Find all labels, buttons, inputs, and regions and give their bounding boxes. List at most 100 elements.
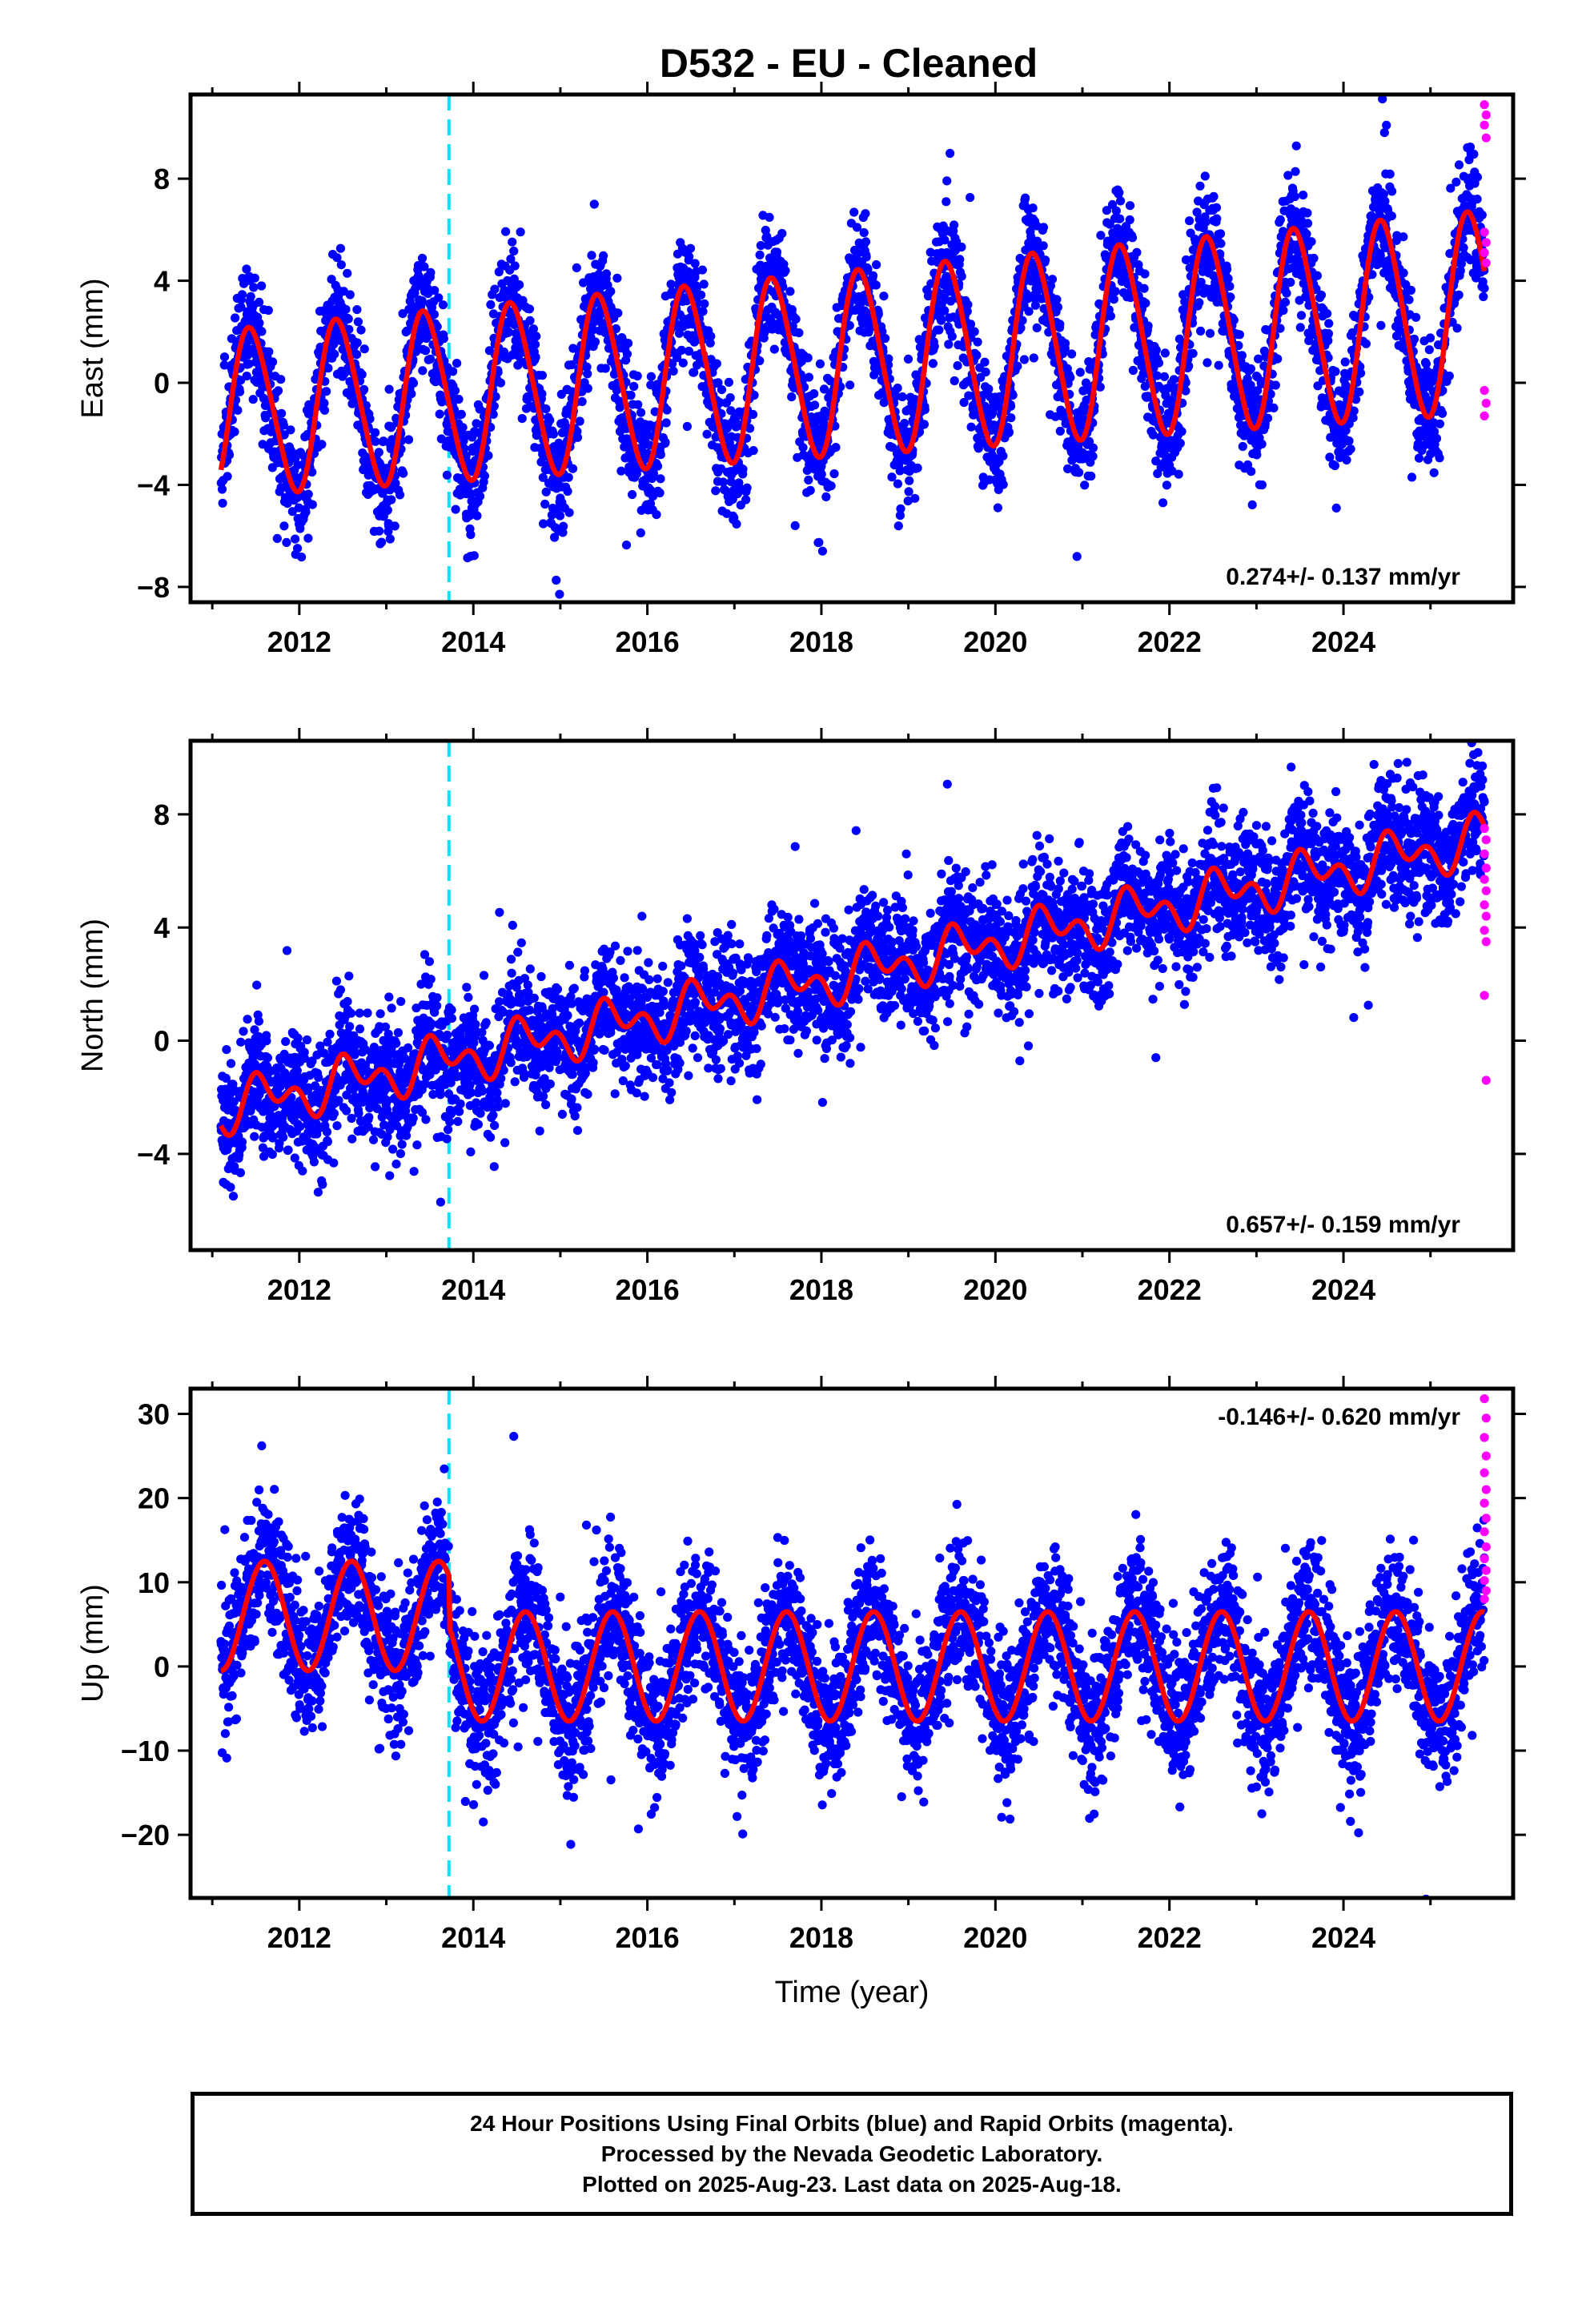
final-orbit-point — [966, 193, 975, 203]
final-orbit-point — [277, 408, 287, 418]
final-orbit-point — [1200, 171, 1210, 181]
final-orbit-point — [421, 346, 431, 356]
final-orbit-point — [1127, 233, 1138, 243]
final-orbit-point — [588, 325, 598, 335]
final-orbit-point — [725, 393, 735, 403]
final-orbit-point — [1307, 237, 1316, 247]
final-orbit-point — [636, 528, 645, 538]
final-orbit-point — [981, 368, 990, 377]
final-orbit-point — [1438, 408, 1447, 418]
final-orbit-point — [1456, 266, 1465, 275]
final-orbit-point — [242, 264, 251, 274]
final-orbit-point — [1152, 371, 1162, 380]
final-orbit-point — [1216, 239, 1226, 248]
final-orbit-point — [391, 478, 400, 488]
final-orbit-point — [1452, 324, 1462, 333]
final-orbit-point — [1342, 455, 1351, 465]
final-orbit-point — [712, 359, 721, 368]
final-orbit-point — [539, 519, 548, 529]
final-orbit-point — [472, 511, 482, 521]
final-orbit-point — [1184, 361, 1194, 371]
final-orbit-point — [237, 290, 247, 300]
final-orbit-point — [859, 227, 869, 238]
x-tick-label-east: 2012 — [267, 625, 331, 658]
final-orbit-point — [762, 231, 772, 241]
final-orbit-point — [429, 310, 440, 320]
final-orbit-point — [1167, 466, 1177, 476]
plot-area-north — [216, 741, 1491, 1250]
final-orbit-point — [282, 946, 292, 955]
final-orbit-point — [955, 255, 965, 264]
final-orbit-point — [430, 286, 440, 296]
final-orbit-point — [231, 313, 240, 323]
final-orbit-point — [317, 440, 327, 449]
final-orbit-point — [283, 1145, 293, 1155]
final-orbit-point — [1299, 191, 1308, 200]
final-orbit-point — [1257, 439, 1267, 449]
final-orbit-point — [1454, 160, 1464, 170]
final-orbit-point — [871, 280, 881, 290]
final-orbit-point — [1282, 288, 1291, 298]
final-orbit-point — [790, 521, 800, 531]
final-orbit-point — [303, 489, 313, 499]
final-orbit-point — [263, 1053, 272, 1063]
final-orbit-point — [267, 1149, 277, 1160]
final-orbit-point — [642, 428, 652, 438]
final-orbit-point — [724, 377, 734, 387]
final-orbit-point — [1404, 295, 1414, 304]
final-orbit-point — [303, 533, 313, 543]
final-orbit-point — [530, 340, 540, 349]
final-orbit-point — [877, 327, 887, 336]
y-axis-label-east: East (mm) — [76, 278, 110, 418]
final-orbit-point — [255, 297, 264, 307]
final-orbit-point — [1223, 274, 1233, 283]
final-orbit-point — [613, 308, 623, 318]
final-orbit-point — [1178, 290, 1188, 300]
final-orbit-point — [488, 409, 498, 419]
final-orbit-point — [226, 1059, 236, 1068]
final-orbit-point — [1344, 436, 1354, 446]
final-orbit-point — [903, 497, 913, 506]
final-orbit-point — [1431, 433, 1442, 444]
final-orbit-point — [656, 474, 665, 484]
y-tick-label-east: 4 — [154, 265, 170, 298]
final-orbit-point — [273, 386, 283, 396]
final-orbit-point — [541, 487, 551, 497]
final-orbit-point — [356, 325, 366, 335]
final-orbit-point — [798, 443, 808, 452]
final-orbit-point — [1072, 552, 1082, 561]
final-orbit-point — [1132, 247, 1142, 257]
final-orbit-point — [589, 199, 599, 209]
final-orbit-point — [480, 471, 490, 480]
final-orbit-point — [1151, 345, 1161, 355]
final-orbit-point — [1435, 419, 1444, 428]
final-orbit-point — [399, 468, 408, 478]
final-orbit-point — [418, 366, 428, 376]
final-orbit-point — [1095, 382, 1105, 392]
final-orbit-point — [1275, 215, 1285, 224]
final-orbit-point — [872, 260, 881, 270]
final-orbit-point — [1355, 387, 1364, 396]
final-orbit-point — [1472, 172, 1482, 182]
final-orbit-point — [532, 332, 541, 341]
final-orbit-point — [1378, 94, 1387, 104]
final-orbit-point — [559, 521, 568, 531]
final-orbit-point — [1472, 195, 1482, 204]
final-orbit-point — [266, 1111, 275, 1120]
final-orbit-point — [1235, 330, 1244, 340]
final-orbit-point — [509, 274, 519, 283]
model-fit-curve-east — [218, 209, 1488, 495]
final-orbit-point — [852, 223, 862, 232]
final-orbit-point — [319, 398, 329, 408]
final-orbit-point — [957, 271, 966, 281]
final-orbit-point — [1212, 214, 1222, 223]
final-orbit-point — [869, 370, 879, 380]
final-orbit-point — [1429, 427, 1439, 436]
final-orbit-point — [934, 325, 944, 335]
final-orbit-point — [1399, 232, 1408, 242]
final-orbit-point — [685, 251, 694, 261]
final-orbit-point — [904, 487, 913, 497]
final-orbit-point — [242, 372, 251, 381]
final-orbit-point — [1477, 210, 1487, 220]
final-orbit-point — [863, 264, 873, 274]
